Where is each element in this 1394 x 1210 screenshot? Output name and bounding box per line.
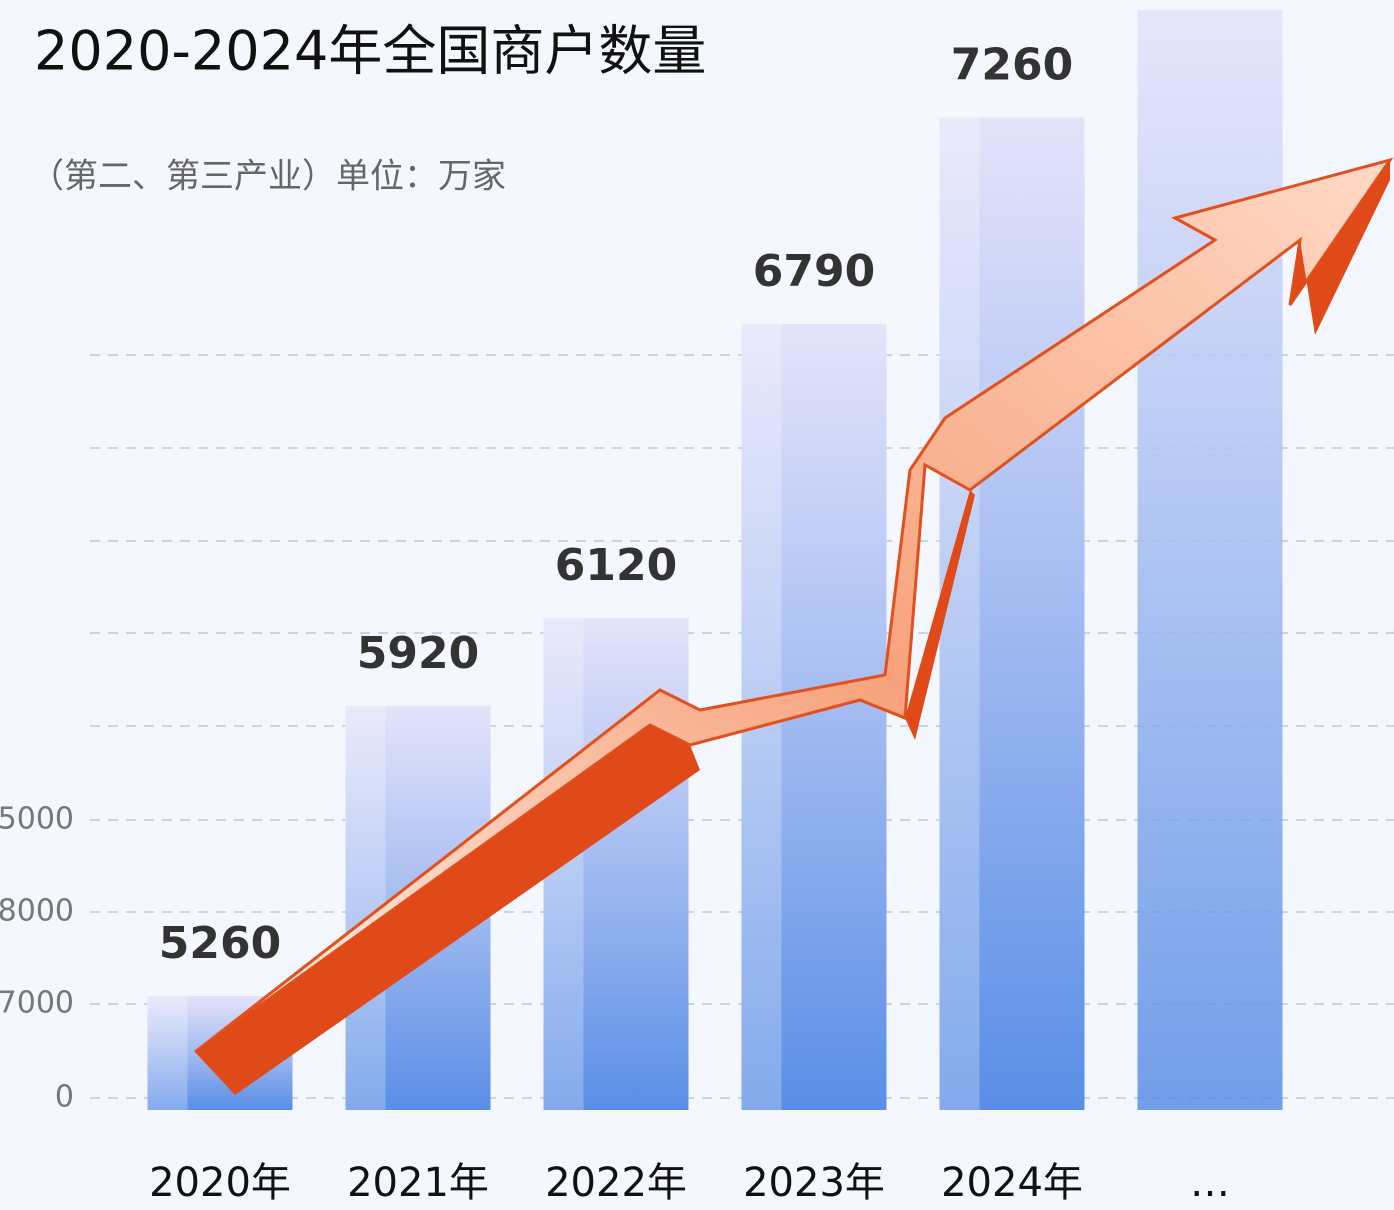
y-axis-label: 7000 <box>0 986 74 1021</box>
bar-face <box>939 117 980 1111</box>
data-label: 5260 <box>159 918 281 969</box>
x-tick-label: 2020年 <box>149 1160 291 1206</box>
x-tick-label: 2023年 <box>743 1160 885 1206</box>
y-axis-label: 5000 <box>0 802 74 837</box>
y-axis-label: 0 <box>55 1080 74 1115</box>
chart-subtitle: （第二、第三产业）单位：万家 <box>30 157 506 197</box>
chart-title: 2020-2024年全国商户数量 <box>34 20 706 83</box>
bar-face <box>147 995 188 1110</box>
labels: 0 7000 8000 5000 2020年 5260 2021年 5920 2022年 6120… <box>0 40 1230 1206</box>
x-tick-label: … <box>1190 1160 1230 1206</box>
y-axis-label: 8000 <box>0 894 74 929</box>
data-label: 7260 <box>951 40 1073 91</box>
data-label: 5920 <box>357 628 479 679</box>
x-tick-label: 2024年 <box>941 1160 1083 1206</box>
data-label: 6120 <box>555 540 677 591</box>
x-tick-label: 2022年 <box>545 1160 687 1206</box>
decorative-bar <box>1137 10 1283 1110</box>
trend-arrow-shade <box>195 160 1390 1095</box>
bar <box>939 117 1085 1111</box>
x-tick-label: 2021年 <box>347 1160 489 1206</box>
data-label: 6790 <box>753 246 875 297</box>
